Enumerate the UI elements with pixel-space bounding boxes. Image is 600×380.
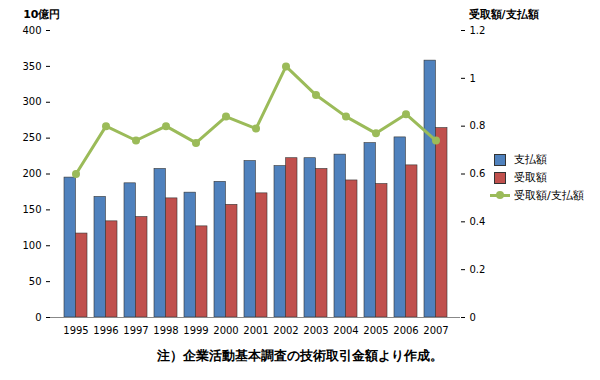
svg-text:150: 150: [22, 204, 41, 215]
svg-text:1999: 1999: [183, 325, 208, 336]
svg-text:10億円: 10億円: [23, 8, 60, 21]
svg-text:1: 1: [470, 73, 476, 84]
svg-text:2003: 2003: [303, 325, 328, 336]
html-text:注）企業活動基本調査の技術取引金額より作成。: 注）企業活動基本調査の技術取引金額より作成。: [157, 348, 443, 363]
svg-text:受取額/支払額: 受取額/支払額: [468, 8, 539, 21]
svg-text:1997: 1997: [123, 325, 148, 336]
svg-text:1995: 1995: [63, 325, 88, 336]
svg-text:0.4: 0.4: [470, 216, 486, 227]
svg-text:0.8: 0.8: [470, 120, 486, 131]
svg-text:1996: 1996: [93, 325, 118, 336]
svg-text:0.2: 0.2: [470, 264, 486, 275]
svg-text:0: 0: [35, 312, 41, 323]
svg-text:0: 0: [470, 312, 476, 323]
svg-text:1.2: 1.2: [470, 25, 486, 36]
svg-text:2007: 2007: [423, 325, 448, 336]
svg-text:250: 250: [22, 132, 41, 143]
svg-text:2004: 2004: [333, 325, 358, 336]
svg-text:2002: 2002: [273, 325, 298, 336]
html-text:支払額: 支払額: [514, 152, 547, 166]
svg-text:50: 50: [29, 276, 42, 287]
svg-text:100: 100: [22, 240, 41, 251]
svg-text:1998: 1998: [153, 325, 178, 336]
svg-text:2006: 2006: [393, 325, 418, 336]
svg-text:350: 350: [22, 61, 41, 72]
svg-text:400: 400: [22, 25, 41, 36]
html-text:受取額: 受取額: [514, 170, 547, 184]
html-text:受取額/支払額: 受取額/支払額: [514, 188, 584, 202]
svg-text:2000: 2000: [213, 325, 238, 336]
svg-text:0.6: 0.6: [470, 168, 486, 179]
svg-text:300: 300: [22, 96, 41, 107]
svg-text:200: 200: [22, 168, 41, 179]
svg-text:2005: 2005: [363, 325, 388, 336]
svg-text:2001: 2001: [243, 325, 268, 336]
